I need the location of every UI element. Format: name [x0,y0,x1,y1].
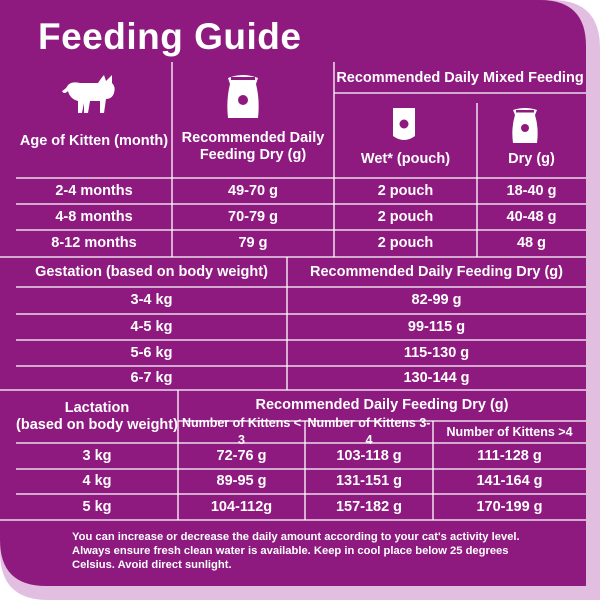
header-dry: Recommended Daily Feeding Dry (g) [181,130,325,163]
table-cell: 99-115 g [407,318,466,335]
table-cell: 170-199 g [476,498,543,515]
table-cell: 2-4 months [55,182,133,199]
table-cell: 157-182 g [335,498,403,515]
table-cell: 2 pouch [377,208,434,225]
header-gestation: Gestation (based on body weight) [35,263,268,280]
table-grid-lines [0,62,586,521]
subheader-kittens-gt4: Number of Kittens >4 [446,424,573,439]
table-cell: 130-144 g [403,369,470,386]
table-cell: 48 g [516,235,546,251]
dry-food-bag-icon [227,75,259,118]
table-cell: 89-95 g [216,473,267,489]
header-wet-pouch: Wet* (pouch) [360,150,451,167]
table-cell: 115-130 g [403,344,470,361]
table-cell: 40-48 g [506,208,557,225]
table-cell: 103-118 g [336,447,402,464]
header-age: Age of Kitten (month) [19,132,169,149]
table-cell: 141-164 g [476,473,543,489]
kitten-icon [62,75,115,113]
page-title: Feeding Guide [38,16,302,57]
table-cell: 82-99 g [411,292,462,308]
table-cell: 4-5 kg [130,318,173,335]
footnote: You can increase or decrease the daily a… [72,531,520,571]
table-cell: 18-40 g [506,182,557,199]
header-mixed-dry: Dry (g) [508,150,555,167]
table-cell: 70-79 g [228,208,278,225]
table-cell: 3-4 kg [130,292,173,308]
header-lactation-line1: Lactation [64,400,130,416]
table-cell: 8-12 months [51,235,137,251]
table-cell: 49-70 g [228,182,278,199]
table-cell: 5-6 kg [130,344,173,361]
table-cell: 2 pouch [377,182,434,199]
table-cell: 72-76 g [216,447,267,464]
table-cell: 79 g [238,235,268,251]
table-cell: 4 kg [82,473,112,489]
header-gestation-dry: Recommended Daily Feeding Dry (g) [310,263,563,280]
header-mixed-feeding: Recommended Daily Mixed Feeding [336,69,584,86]
table-cell: 4-8 months [55,208,133,225]
header-lactation-dry: Recommended Daily Feeding Dry (g) [255,397,509,413]
subheader-kittens-3-4: Number of Kittens 3-4 [307,416,431,447]
header-lactation-line2: (based on body weight) [16,417,178,433]
table-cell: 111-128 g [477,447,542,464]
table-cell: 5 kg [82,498,112,515]
subheader-kittens-lt3: Number of Kittens < 3 [181,416,302,447]
table-cell: 104-112g [210,498,273,515]
wet-pouch-icon [393,108,415,140]
table-cell: 6-7 kg [130,369,173,386]
dry-food-bag-icon [512,108,538,143]
table-cell: 2 pouch [377,235,434,251]
table-cell: 3 kg [82,447,112,464]
header-lactation: Lactation (based on body weight) [16,393,178,441]
table-cell: 131-151 g [335,473,403,489]
